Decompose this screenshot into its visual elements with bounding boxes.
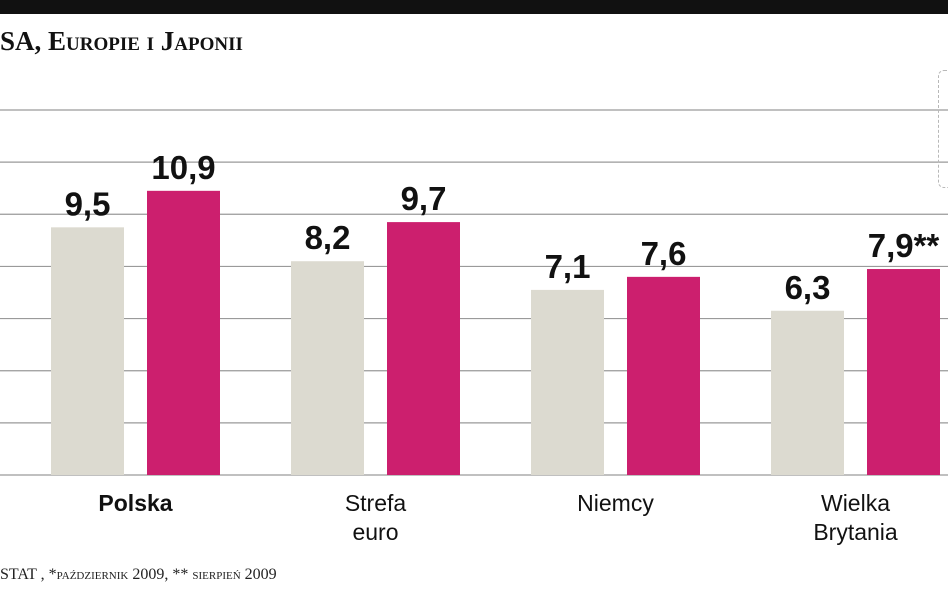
data-label: 8,2 [305, 219, 351, 256]
chart-title: SA, Europie i Japonii [0, 26, 243, 56]
bar [627, 276, 700, 475]
bar [531, 289, 604, 475]
bar [387, 222, 460, 475]
source-note: STAT , *październik 2009, ** sierpień 20… [0, 566, 277, 583]
category-label: Niemcy [577, 490, 654, 516]
data-label: 10,9 [151, 149, 215, 186]
data-label: 9,7 [401, 180, 447, 217]
data-label: 6,3 [785, 269, 831, 306]
data-label: 7,9** [868, 227, 940, 264]
bar [771, 310, 844, 475]
bar [867, 269, 940, 475]
category-label: Strefa euro [345, 490, 407, 545]
bar [51, 227, 124, 475]
bar [147, 190, 220, 476]
data-label: 7,1 [545, 248, 591, 285]
top-rule [0, 0, 948, 14]
data-label: 7,6 [641, 235, 687, 272]
category-label: Polska [98, 490, 172, 516]
bar [291, 261, 364, 475]
side-panel-edge [938, 70, 948, 188]
data-label: 9,5 [65, 185, 111, 222]
category-label: Wielka Brytania [813, 490, 898, 545]
